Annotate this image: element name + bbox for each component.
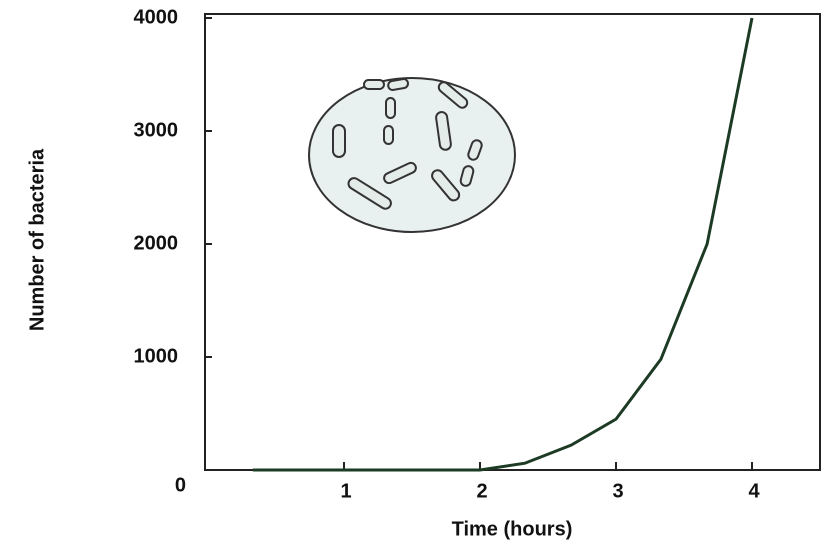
y-tick-label: 2000 [134,232,179,254]
plot-frame [204,13,821,471]
y-axis-label: Number of bacteria [26,148,48,331]
y-tick-label: 0 [175,474,186,496]
x-tick-label: 2 [476,480,487,502]
y-tick-label: 1000 [134,345,179,367]
x-tick-label: 3 [612,480,623,502]
x-tick-label: 1 [340,480,351,502]
y-tick-label: 3000 [134,119,179,141]
bacteria-illustration [308,77,516,233]
x-tick-label: 4 [748,480,760,502]
y-tick-label: 4000 [134,6,179,28]
x-axis-label: Time (hours) [452,518,573,540]
data-line [252,17,754,472]
